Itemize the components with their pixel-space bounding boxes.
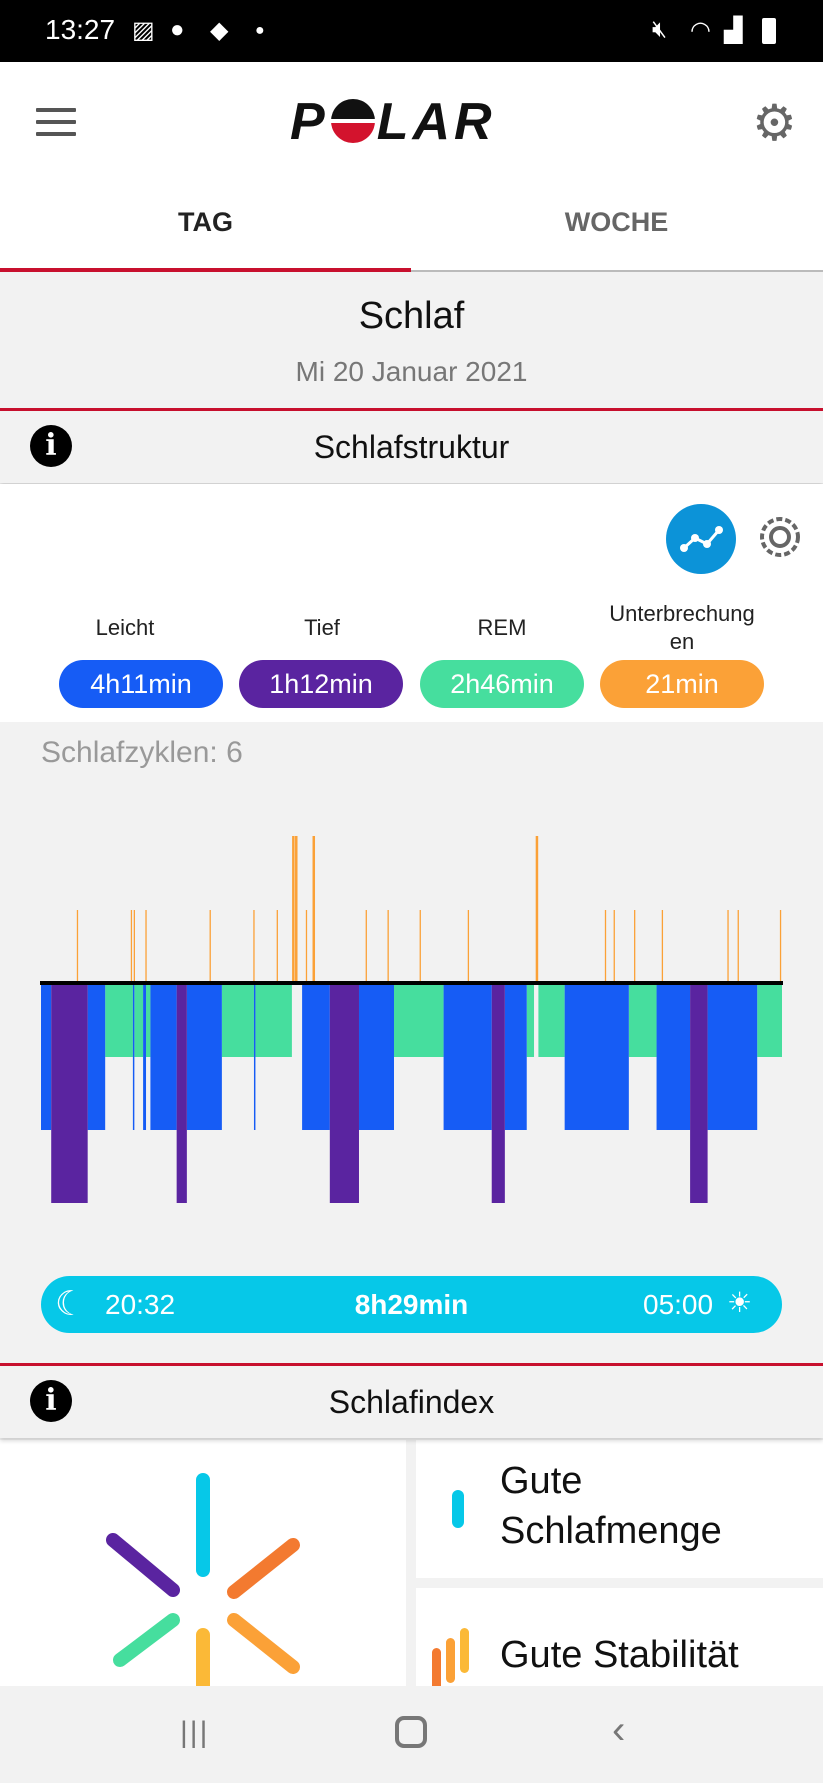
moon-icon: ☾ bbox=[55, 1285, 86, 1323]
mute-icon: 🔇︎ bbox=[652, 16, 668, 43]
app-header: P LAR ⚙ TAG WOCHE bbox=[0, 62, 823, 272]
index-header: i Schlafindex bbox=[0, 1366, 823, 1438]
back-icon[interactable]: ‹ bbox=[612, 1708, 626, 1752]
segment-rem bbox=[393, 983, 444, 1057]
sleep-end: 05:00 bbox=[643, 1289, 714, 1320]
signal-icon: ▟ bbox=[724, 17, 743, 44]
segment-rem bbox=[757, 983, 782, 1057]
segment-deep bbox=[329, 983, 359, 1203]
info-icon[interactable]: i bbox=[30, 1380, 72, 1422]
image-icon: ▨ bbox=[132, 17, 155, 44]
segment-light bbox=[302, 983, 330, 1130]
sleep-index-graphic bbox=[0, 1440, 406, 1707]
legend-label-rem: REM bbox=[477, 615, 527, 640]
tab-woche[interactable]: WOCHE bbox=[564, 207, 669, 237]
home-icon[interactable] bbox=[395, 1716, 427, 1748]
index-title: Schlafindex bbox=[328, 1384, 495, 1420]
segment-deep bbox=[51, 983, 88, 1203]
segment-light bbox=[186, 983, 222, 1130]
clock: 13:27 bbox=[45, 14, 116, 45]
segment-light bbox=[358, 983, 394, 1130]
leaf-icon: ◆ bbox=[210, 17, 229, 44]
sleep-duration: 8h29min bbox=[354, 1289, 469, 1320]
segment-deep bbox=[690, 983, 708, 1203]
menu-icon[interactable] bbox=[36, 108, 76, 138]
sleep-cycles: Schlafzyklen: 6 bbox=[41, 736, 243, 769]
stability-card[interactable]: Gute Stabilität bbox=[416, 1588, 823, 1693]
app-icon: ● bbox=[170, 16, 185, 43]
rem-duration-pill: 2h46min bbox=[420, 660, 584, 708]
segment-rem bbox=[134, 983, 144, 1057]
legend-label-light: Leicht bbox=[95, 615, 155, 640]
structure-panel: Leicht Tief REM Unterbrechung en 4h11min … bbox=[0, 484, 823, 722]
segment-rem bbox=[628, 983, 657, 1057]
tab-tag[interactable]: TAG bbox=[178, 207, 233, 237]
segment-rem bbox=[221, 983, 254, 1057]
sunrise-icon: ☀ bbox=[727, 1287, 753, 1318]
segment-rem bbox=[538, 983, 565, 1057]
interruptions-duration-pill: 21min bbox=[600, 660, 764, 708]
stability-bars-icon bbox=[432, 1628, 469, 1693]
sleep-index-star-icon bbox=[106, 1473, 300, 1707]
segment-light bbox=[253, 983, 256, 1130]
polar-logo: P LAR bbox=[290, 93, 496, 151]
segment-light bbox=[150, 983, 177, 1130]
gear-icon[interactable]: ⚙ bbox=[752, 95, 797, 151]
segment-deep bbox=[491, 983, 505, 1203]
divider bbox=[0, 1363, 823, 1366]
segment-light bbox=[143, 983, 147, 1130]
status-bar: 13:27 ▨ ● ◆ ● 🔇︎ ◠ ▟ bbox=[0, 0, 823, 62]
segment-rem bbox=[255, 983, 292, 1057]
active-tab-indicator bbox=[0, 268, 411, 272]
segment-light bbox=[504, 983, 527, 1130]
segment-light bbox=[656, 983, 691, 1130]
sleep-amount-label: Gute Schlafmenge bbox=[500, 1460, 722, 1552]
segment-light bbox=[41, 983, 52, 1130]
segment-light bbox=[132, 983, 135, 1130]
segment-light bbox=[707, 983, 758, 1130]
segment-deep bbox=[176, 983, 187, 1203]
segment-rem bbox=[105, 983, 133, 1057]
system-nav-bar: ||| ‹ bbox=[0, 1686, 823, 1783]
sleep-index-panel: Gute Schlafmenge Gute Stabilität bbox=[0, 1440, 823, 1707]
divider bbox=[0, 408, 823, 411]
sleep-start: 20:32 bbox=[105, 1289, 176, 1320]
battery-icon bbox=[762, 18, 776, 44]
page-date: Mi 20 Januar 2021 bbox=[295, 356, 528, 387]
amount-bar-icon bbox=[452, 1490, 464, 1528]
structure-title: Schlafstruktur bbox=[313, 429, 510, 465]
segment-light bbox=[564, 983, 629, 1130]
tab-divider bbox=[411, 270, 823, 272]
light-duration-pill: 4h11min bbox=[59, 660, 223, 708]
page-title: Schlaf bbox=[358, 295, 465, 337]
segment-rem bbox=[146, 983, 151, 1057]
dot-icon: ● bbox=[255, 22, 265, 39]
radial-view-button[interactable] bbox=[757, 514, 803, 560]
segment-light bbox=[443, 983, 492, 1130]
hypnogram-chart bbox=[40, 836, 783, 1203]
info-icon[interactable]: i bbox=[30, 425, 72, 467]
structure-header: i Schlafstruktur bbox=[0, 411, 823, 483]
sleep-duration-bar: ☾ 20:32 8h29min 05:00 ☀ bbox=[41, 1276, 782, 1333]
sleep-amount-card[interactable]: Gute Schlafmenge bbox=[416, 1440, 823, 1578]
segment-light bbox=[87, 983, 106, 1130]
graph-view-button[interactable] bbox=[666, 504, 736, 574]
legend-label-interruptions: Unterbrechung en bbox=[609, 601, 755, 654]
deep-duration-pill: 1h12min bbox=[239, 660, 403, 708]
legend-label-deep: Tief bbox=[304, 615, 340, 640]
segment-rem bbox=[526, 983, 535, 1057]
recent-apps-icon[interactable]: ||| bbox=[180, 1716, 210, 1749]
stability-label: Gute Stabilität bbox=[500, 1634, 739, 1676]
wifi-icon: ◠ bbox=[690, 17, 711, 44]
